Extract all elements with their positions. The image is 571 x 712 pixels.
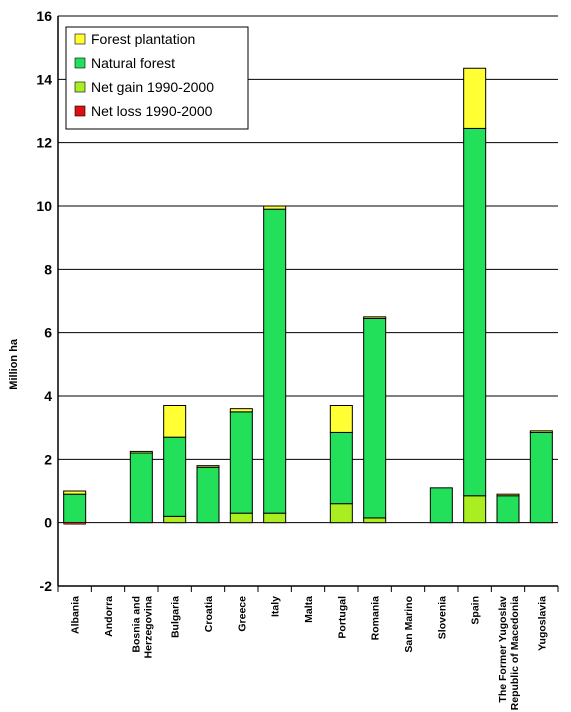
bar-segment	[363, 517, 387, 524]
x-tick-label: Portugal	[336, 596, 348, 639]
y-tick-label: 2	[44, 451, 52, 467]
y-tick-label: 12	[36, 135, 52, 151]
y-axis-label: Million ha	[8, 338, 20, 390]
bar-segment	[129, 450, 153, 454]
legend-swatch	[74, 57, 86, 69]
bar-segment	[329, 405, 353, 433]
bar-segment	[329, 431, 353, 505]
bar-segment	[496, 493, 520, 497]
bar-segment	[496, 495, 520, 524]
legend-label: Forest plantation	[91, 31, 195, 47]
bar-segment	[529, 430, 553, 433]
axes	[57, 16, 559, 592]
x-tick-label: Italy	[270, 596, 282, 617]
x-tick-label: Croatia	[203, 596, 215, 632]
x-tick-label: Greece	[236, 596, 248, 632]
bar-segment	[196, 466, 220, 524]
bar-segment	[263, 208, 287, 514]
x-tick-label: San Marino	[403, 596, 415, 653]
bar-segment	[529, 431, 553, 524]
bar-segment	[196, 465, 220, 468]
category-labels: Albania Andorra Bosnia and Herzegovina Bulga…	[70, 596, 549, 711]
y-tick-label: 8	[44, 261, 52, 277]
y-tick-labels: -2 0 2 4 6 8 10 12 14 16	[36, 8, 52, 594]
legend-label: Natural forest	[91, 55, 175, 71]
y-tick-label: 10	[36, 198, 52, 214]
legend-box	[65, 26, 249, 130]
y-tick-label: 0	[44, 515, 52, 531]
bar-segment	[463, 127, 487, 497]
x-tick-label: Romania	[370, 596, 382, 641]
bar-segment	[229, 408, 253, 413]
x-tick-label: Bulgaria	[170, 596, 182, 638]
bar-segment	[463, 67, 487, 129]
y-tick-label: 6	[44, 325, 52, 341]
bar-segment	[163, 405, 187, 438]
bar-segment	[263, 205, 287, 210]
legend-label: Net loss 1990-2000	[91, 103, 213, 119]
x-tick-label: Spain	[470, 596, 482, 625]
bar-segment	[63, 522, 86, 525]
y-tick-label: 16	[36, 8, 52, 24]
x-tick-label: Yugoslavia	[536, 596, 548, 651]
x-tick-label: Albania	[70, 596, 82, 634]
legend-swatch	[74, 105, 86, 117]
bars	[63, 67, 553, 525]
y-tick-label: 4	[44, 388, 52, 404]
x-tick-label: Republic of Macedonia	[509, 596, 521, 711]
bar-segment	[363, 317, 387, 519]
bar-segment	[129, 452, 153, 524]
x-tick-label: Bosnia and	[130, 596, 142, 653]
x-tick-label: Slovenia	[436, 596, 448, 639]
legend-swatch	[74, 33, 86, 45]
bar-segment	[63, 493, 87, 524]
bar-segment	[429, 487, 453, 524]
legend-label: Net gain 1990-2000	[91, 79, 214, 95]
bar-segment	[263, 512, 287, 524]
bar-segment	[229, 512, 253, 524]
bar-segment	[63, 490, 87, 495]
bar-segment	[463, 495, 487, 524]
x-tick-label: Andorra	[103, 596, 115, 637]
x-tick-label: Herzegovina	[142, 596, 154, 659]
y-tick-label: 14	[36, 71, 52, 87]
x-tick-label: The Former Yugoslav	[497, 596, 509, 703]
bar-segment	[163, 515, 187, 524]
bar-segment	[363, 316, 387, 319]
x-tick-label: Malta	[303, 596, 315, 623]
bar-segment	[163, 436, 187, 517]
y-tick-label: -2	[40, 578, 53, 594]
bar-segment	[329, 503, 353, 524]
legend: Forest plantation Natural forest Net gain …	[65, 26, 249, 130]
bar-segment	[229, 411, 253, 514]
legend-swatch	[74, 81, 86, 93]
